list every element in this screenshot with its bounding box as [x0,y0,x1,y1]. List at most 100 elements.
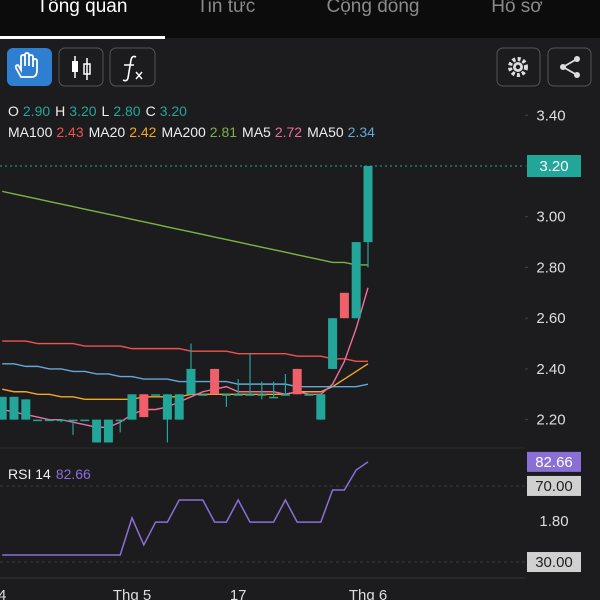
line-series [2,340,368,363]
candle-body [56,419,66,422]
ohlc-key: L [102,103,110,119]
price-tag: 3.20 [539,158,568,175]
plot [0,114,528,563]
rsi-legend: RSI 14 82.66 [8,466,91,482]
candle-body [0,396,7,420]
annotation: 1.80 [539,513,568,530]
ma-value: 2.42 [129,124,156,140]
rsi-name: RSI 14 [8,466,51,482]
share-button[interactable] [547,47,592,87]
ma-legend: MA100 2.43 MA20 2.42 MA200 2.81 MA5 2.72 MA50 2.3… [8,124,375,140]
line-series [2,363,369,401]
line-series [2,363,369,388]
ma-value: 2.81 [210,124,237,140]
ma-name: MA100 [8,124,53,140]
indicator-button[interactable] [109,47,156,87]
y-tick-label: 3.00 [536,209,565,226]
candle-body [269,396,279,399]
value-tag-box [527,451,581,472]
candle-icon [83,63,91,75]
y-tick-label: 2.40 [536,361,565,378]
candle-body [33,419,43,422]
y-tick-label: 2.80 [536,259,565,276]
y-tick-label: 30.00 [535,554,573,571]
y-tag-box [527,552,581,573]
tab[interactable]: Tin tức [197,0,255,17]
candle-body [221,394,231,396]
labels: 2.20 2.40 2.60 2.80 3.00 3.20 3.40 4 Thg 5 17 Thg … [0,103,581,600]
line-series [2,190,368,266]
ma-name: MA50 [307,124,344,140]
candle-body [198,394,208,396]
candle-body [328,318,338,369]
ma-name: MA5 [242,124,271,140]
candle-body [245,394,255,396]
candle-body [162,394,172,420]
candle-body [257,394,267,396]
ohlc-key: O [8,103,19,119]
line-series [2,461,369,556]
fx-icon [122,55,137,82]
candle-body [80,419,90,422]
ohlc-value: 3.20 [69,103,96,119]
candle-body [339,292,349,319]
ohlc-value: 2.80 [113,103,140,119]
fx-icon [135,71,143,80]
y-tick-label: 2.60 [536,310,565,327]
y-tick-label: 3.40 [536,107,565,124]
x-tick-label: 17 [230,587,247,600]
candle-body [44,419,54,422]
x-tick-label: 4 [0,587,6,600]
gear-icon [508,57,528,77]
rsi-value: 82.66 [56,466,91,482]
tab-bar [0,0,600,38]
tab[interactable]: Cộng đồng [327,0,420,17]
tabs: Tổng quan Tin tức Cộng đồng Hồ sơ [37,0,543,17]
candle-body [351,242,361,319]
y-tag-box [527,475,581,496]
candle-body [21,399,31,420]
candle-body [174,394,184,420]
share-icon [574,56,580,62]
y-tick-label: 2.20 [536,412,565,429]
candle-icon [72,61,78,72]
candle-body [139,394,149,418]
tab-underline [0,36,165,39]
x-tick-label: Thg 6 [349,587,387,600]
settings-button[interactable] [496,47,541,87]
candle-body [151,394,161,396]
ma-value: 2.34 [348,124,375,140]
candle-body [68,419,78,422]
toolbar [7,47,592,87]
candle-body [233,394,243,396]
y-tick-label: 70.00 [535,478,573,495]
ohlc-key: H [55,103,65,119]
x-tick-label: Thg 5 [113,587,151,600]
ohlc-key: C [146,103,156,119]
candle-body [280,394,290,396]
candle-body [363,166,373,243]
candle-body [292,368,302,395]
value-tag: 82.66 [535,454,573,471]
gear-icon [515,64,521,70]
candle-body [9,396,19,420]
ohlc-value: 3.20 [160,103,187,119]
candle-body [92,419,102,443]
hand-icon [14,52,38,78]
candle-body [210,368,220,395]
ohlc-value: 2.90 [23,103,50,119]
share-icon [560,64,566,70]
candle-body [186,368,196,395]
candle-body [115,419,125,422]
tab[interactable]: Tổng quan [37,0,128,17]
tab[interactable]: Hồ sơ [491,0,543,17]
candle-button[interactable] [58,47,104,87]
draw-button[interactable] [7,48,52,86]
ma-value: 2.43 [56,124,83,140]
ohlc-legend: O 2.90 H 3.20 L 2.80 C 3.20 [8,103,187,119]
price-tag-box [527,155,581,178]
ma-value: 2.72 [275,124,302,140]
candle-body [127,394,137,420]
